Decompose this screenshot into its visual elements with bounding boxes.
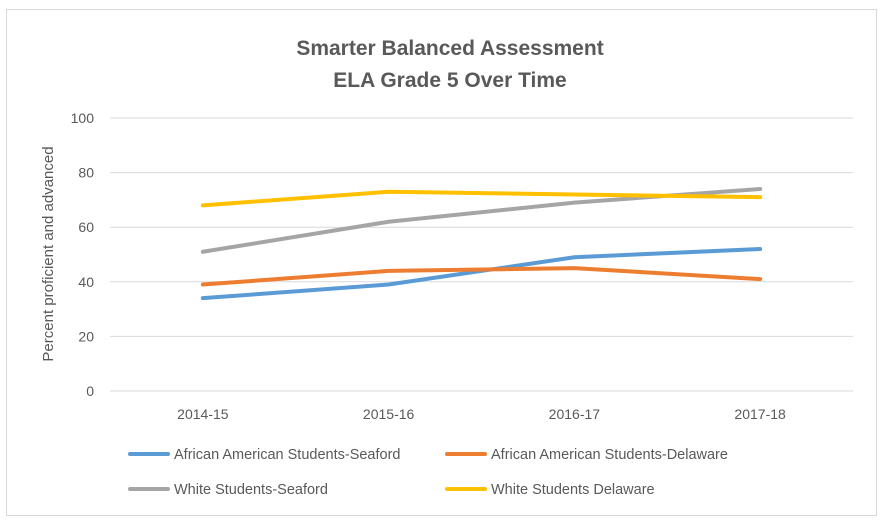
y-axis-ticks: 0 20 40 60 80 100: [71, 110, 95, 399]
y-tick-label: 40: [78, 274, 94, 290]
legend-item: African American Students-Seaford: [128, 447, 400, 463]
x-tick-label: 2015-16: [363, 406, 415, 422]
x-tick-label: 2014-15: [177, 406, 229, 422]
x-tick-label: 2017-18: [734, 406, 786, 422]
y-tick-label: 80: [78, 165, 94, 181]
legend-label: African American Students-Delaware: [491, 447, 728, 463]
y-tick-label: 20: [78, 328, 94, 344]
legend-item: African American Students-Delaware: [445, 447, 728, 463]
chart-title: Smarter Balanced Assessment ELA Grade 5 …: [296, 37, 603, 92]
series-lines: [200, 186, 763, 301]
chart-title-line-1: Smarter Balanced Assessment: [296, 37, 603, 60]
series-line-1: [200, 266, 763, 287]
chart-title-line-2: ELA Grade 5 Over Time: [333, 69, 566, 92]
legend: African American Students-Seaford African…: [128, 447, 728, 498]
x-tick-label: 2016-17: [549, 406, 601, 422]
y-tick-label: 100: [71, 110, 95, 126]
legend-label: African American Students-Seaford: [174, 447, 400, 463]
chart-border: [6, 9, 877, 516]
y-axis-label: Percent proficient and advanced: [40, 146, 57, 361]
legend-item: White Students-Seaford: [128, 482, 328, 498]
y-tick-label: 0: [86, 383, 94, 399]
y-tick-label: 60: [78, 219, 94, 235]
x-axis-ticks: 2014-15 2015-16 2016-17 2017-18: [177, 406, 786, 422]
legend-item: White Students Delaware: [445, 482, 655, 498]
series-line-3: [200, 189, 763, 208]
legend-label: White Students-Seaford: [174, 482, 328, 498]
legend-label: White Students Delaware: [491, 482, 655, 498]
